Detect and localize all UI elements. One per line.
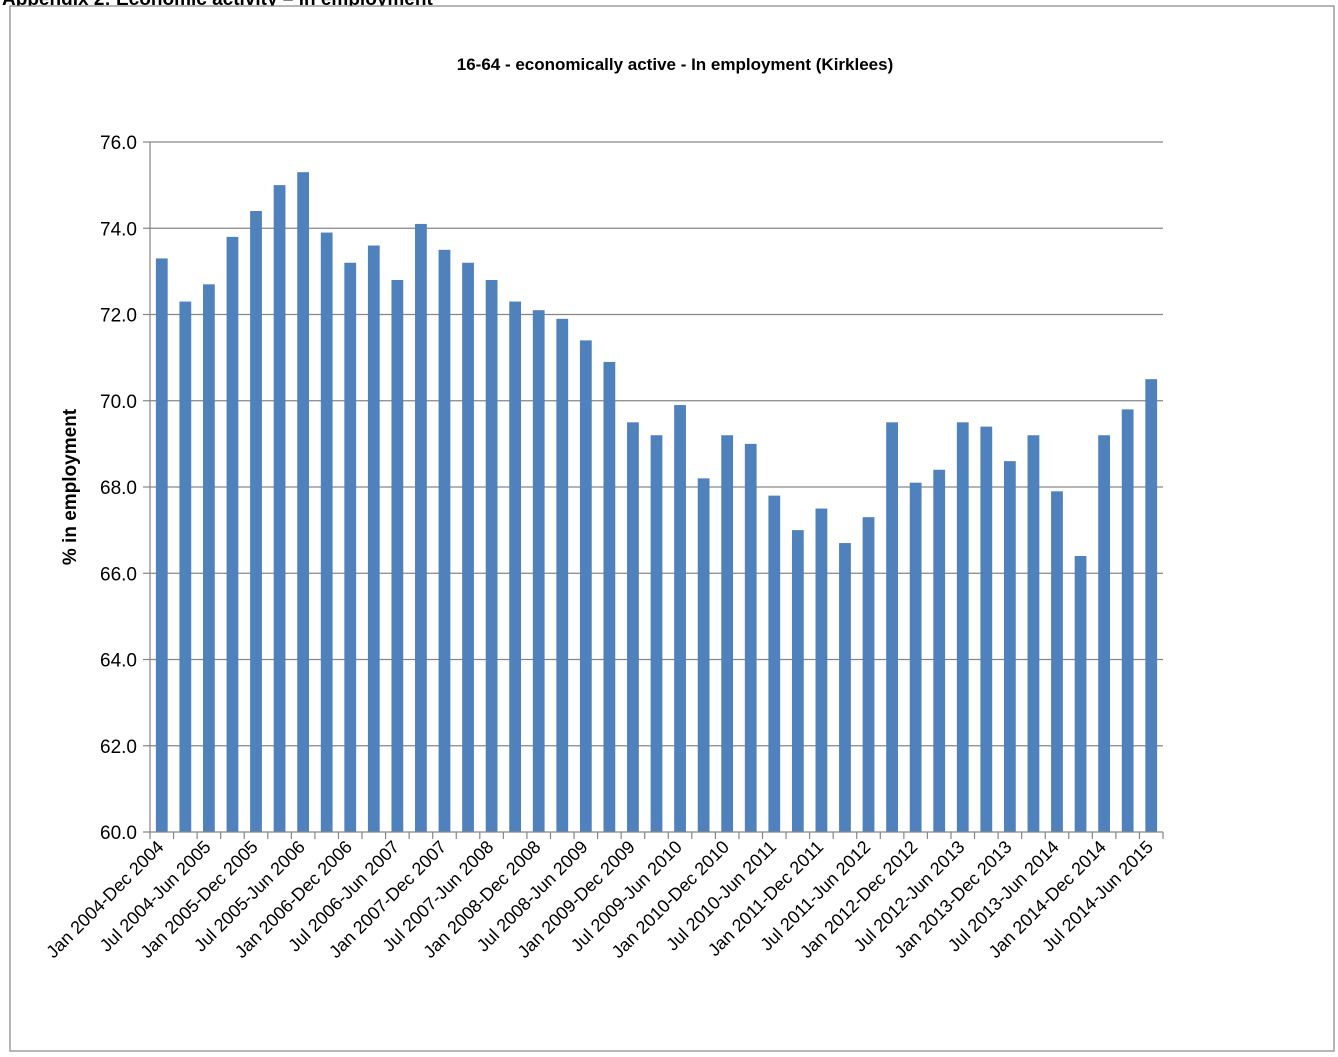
bar	[839, 543, 851, 832]
y-axis-label: % in employment	[60, 408, 81, 565]
y-tick-label: 70.0	[100, 392, 137, 413]
bar	[509, 302, 521, 832]
bar	[886, 422, 898, 832]
bar	[603, 362, 615, 832]
bar	[651, 435, 663, 832]
bar	[274, 185, 286, 832]
bar	[1122, 409, 1134, 832]
bar	[344, 263, 356, 832]
bar	[250, 211, 262, 832]
bar	[1051, 491, 1063, 832]
y-tick-label: 60.0	[100, 823, 137, 844]
bar	[415, 224, 427, 832]
bar	[321, 233, 333, 832]
bar	[203, 284, 215, 832]
bar	[1004, 461, 1016, 832]
bar	[768, 496, 780, 832]
bar	[627, 422, 639, 832]
bar	[227, 237, 239, 832]
bar	[533, 310, 545, 832]
bar	[1028, 435, 1040, 832]
bar	[580, 340, 592, 832]
y-tick-label: 64.0	[100, 651, 137, 672]
y-tick-label: 62.0	[100, 737, 137, 758]
bar	[816, 509, 828, 832]
bar	[910, 483, 922, 832]
bar	[156, 258, 168, 832]
bar	[556, 319, 568, 832]
bar	[179, 302, 191, 832]
y-tick-labels: 60.0 62.0 64.0 66.0 68.0 70.0 72.0 74.0 76.0	[100, 133, 137, 844]
y-tick-label: 68.0	[100, 478, 137, 499]
y-tick-label: 72.0	[100, 306, 137, 327]
bar	[297, 172, 309, 832]
bar	[792, 530, 804, 832]
bar	[1098, 435, 1110, 832]
bar	[721, 435, 733, 832]
y-tick-label: 76.0	[100, 133, 137, 154]
bar	[1075, 556, 1087, 832]
bar	[1145, 379, 1157, 832]
chart-title: 16-64 - economically active - In employm…	[457, 55, 894, 74]
bar	[745, 444, 757, 832]
bar	[368, 246, 380, 833]
bar	[698, 478, 710, 832]
bar	[957, 422, 969, 832]
bar	[439, 250, 451, 832]
bar	[933, 470, 945, 832]
bar	[863, 517, 875, 832]
bar	[674, 405, 686, 832]
bar	[980, 427, 992, 832]
y-tick-label: 74.0	[100, 219, 137, 240]
bar	[486, 280, 498, 832]
y-tick-label: 66.0	[100, 564, 137, 585]
bar	[391, 280, 403, 832]
bar	[462, 263, 474, 832]
